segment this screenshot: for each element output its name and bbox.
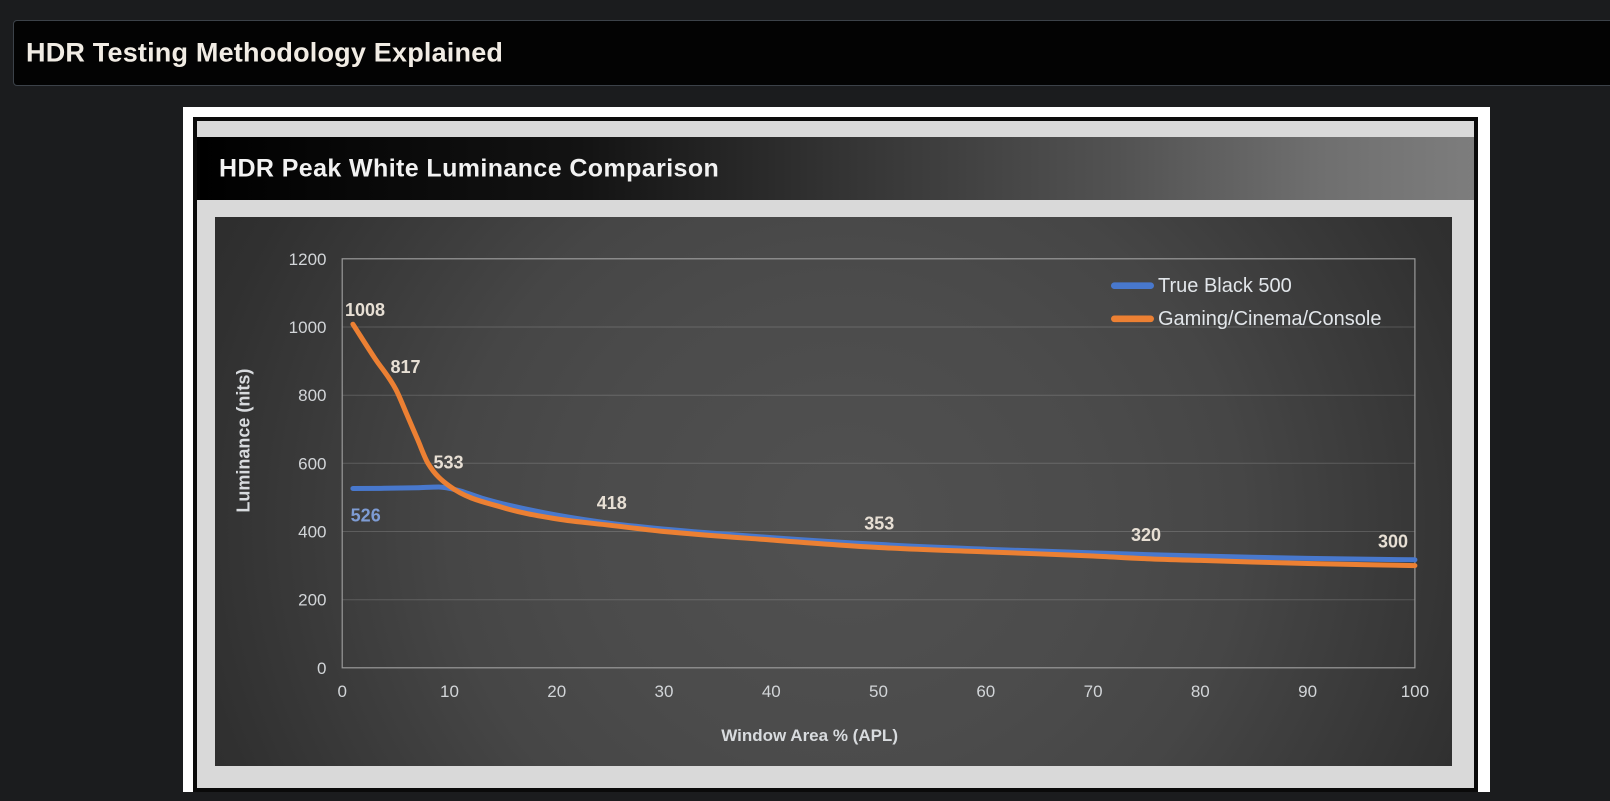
svg-text:320: 320 [1131,525,1161,545]
svg-text:300: 300 [1378,532,1408,552]
svg-text:Luminance (nits): Luminance (nits) [234,369,254,513]
svg-text:533: 533 [433,453,463,473]
svg-text:400: 400 [298,523,326,542]
svg-text:Window Area % (APL): Window Area % (APL) [721,726,898,745]
svg-text:90: 90 [1298,682,1317,701]
svg-text:817: 817 [390,357,420,377]
svg-text:353: 353 [864,514,894,534]
svg-text:1000: 1000 [289,318,327,337]
svg-text:40: 40 [762,682,781,701]
svg-text:600: 600 [298,454,326,473]
svg-text:526: 526 [351,505,381,525]
svg-text:80: 80 [1191,682,1210,701]
svg-text:70: 70 [1084,682,1103,701]
svg-text:100: 100 [1401,682,1429,701]
svg-text:1008: 1008 [345,300,385,320]
svg-text:True Black 500: True Black 500 [1158,275,1292,297]
svg-text:418: 418 [597,493,627,513]
svg-text:60: 60 [976,682,995,701]
svg-text:0: 0 [337,682,346,701]
svg-text:200: 200 [298,591,326,610]
svg-text:30: 30 [655,682,674,701]
svg-text:1200: 1200 [289,250,327,269]
svg-text:800: 800 [298,386,326,405]
svg-text:0: 0 [317,659,326,678]
svg-text:50: 50 [869,682,888,701]
svg-text:Gaming/Cinema/Console: Gaming/Cinema/Console [1158,308,1381,330]
svg-text:20: 20 [547,682,566,701]
svg-text:10: 10 [440,682,459,701]
